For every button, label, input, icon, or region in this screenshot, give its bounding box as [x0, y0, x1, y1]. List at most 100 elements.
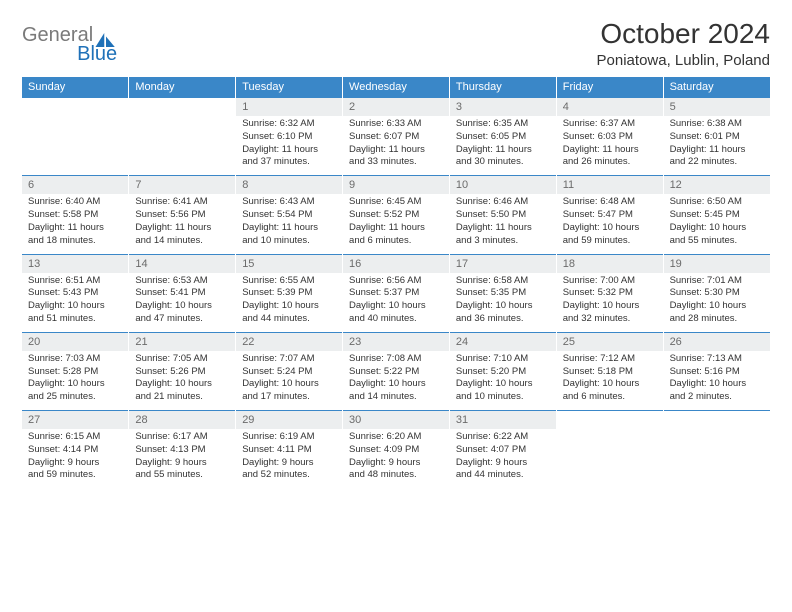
daylight-text: and 26 minutes.: [563, 156, 657, 169]
sunrise-text: Sunrise: 7:03 AM: [28, 353, 122, 366]
day-number: 13: [22, 254, 129, 273]
sunset-text: Sunset: 4:09 PM: [349, 444, 443, 457]
day-cell: Sunrise: 6:38 AMSunset: 6:01 PMDaylight:…: [663, 116, 770, 176]
day-number: [129, 98, 236, 117]
sunset-text: Sunset: 5:37 PM: [349, 287, 443, 300]
day-number: [22, 98, 129, 117]
day-cell: Sunrise: 6:50 AMSunset: 5:45 PMDaylight:…: [663, 194, 770, 254]
day-cell: Sunrise: 7:05 AMSunset: 5:26 PMDaylight:…: [129, 351, 236, 411]
day-cell: Sunrise: 7:00 AMSunset: 5:32 PMDaylight:…: [556, 273, 663, 333]
daylight-text: and 6 minutes.: [349, 235, 443, 248]
sunset-text: Sunset: 6:10 PM: [242, 131, 336, 144]
sunset-text: Sunset: 5:45 PM: [670, 209, 764, 222]
daylight-text: Daylight: 11 hours: [349, 222, 443, 235]
sunset-text: Sunset: 5:52 PM: [349, 209, 443, 222]
content-row: Sunrise: 6:51 AMSunset: 5:43 PMDaylight:…: [22, 273, 770, 333]
sunrise-text: Sunrise: 6:15 AM: [28, 431, 122, 444]
daylight-text: and 44 minutes.: [242, 313, 336, 326]
daylight-text: Daylight: 10 hours: [349, 300, 443, 313]
header: GeneralBlue October 2024 Poniatowa, Lubl…: [22, 18, 770, 69]
day-cell: Sunrise: 7:01 AMSunset: 5:30 PMDaylight:…: [663, 273, 770, 333]
sunset-text: Sunset: 5:32 PM: [563, 287, 657, 300]
sunrise-text: Sunrise: 7:07 AM: [242, 353, 336, 366]
content-row: Sunrise: 7:03 AMSunset: 5:28 PM Daylight:…: [22, 351, 770, 411]
daynum-row: 13141516171819: [22, 254, 770, 273]
sunset-text: Sunset: 5:47 PM: [563, 209, 657, 222]
day-number: 29: [236, 411, 343, 430]
weekday-header-row: Sunday Monday Tuesday Wednesday Thursday…: [22, 77, 770, 98]
daylight-text: Daylight: 11 hours: [563, 144, 657, 157]
daylight-text: Daylight: 9 hours: [456, 457, 550, 470]
daylight-text: and 47 minutes.: [135, 313, 229, 326]
sunrise-text: Sunrise: 6:40 AM: [28, 196, 122, 209]
sunset-text: Sunset: 4:11 PM: [242, 444, 336, 457]
day-cell: Sunrise: 7:07 AMSunset: 5:24 PMDaylight:…: [236, 351, 343, 411]
daylight-text: and 52 minutes.: [242, 469, 336, 482]
sunrise-text: Sunrise: 6:37 AM: [563, 118, 657, 131]
daylight-text: Daylight: 10 hours: [563, 378, 657, 391]
daylight-text: and 37 minutes.: [242, 156, 336, 169]
daylight-text: and 3 minutes.: [456, 235, 550, 248]
day-number: 18: [556, 254, 663, 273]
daylight-text: and 10 minutes.: [456, 391, 550, 404]
day-number: 23: [343, 332, 450, 351]
sunset-text: Sunset: 5:20 PM: [456, 366, 550, 379]
sunset-text: Sunset: 6:01 PM: [670, 131, 764, 144]
day-number: 28: [129, 411, 236, 430]
day-number: 19: [663, 254, 770, 273]
daylight-text: Daylight: 10 hours: [135, 300, 229, 313]
daylight-text: Daylight: 10 hours: [349, 378, 443, 391]
day-cell: Sunrise: 6:56 AMSunset: 5:37 PMDaylight:…: [343, 273, 450, 333]
daylight-text: Daylight: 10 hours: [242, 300, 336, 313]
day-cell: [663, 429, 770, 488]
day-number: 9: [343, 176, 450, 195]
day-number: 6: [22, 176, 129, 195]
day-number: 31: [449, 411, 556, 430]
day-cell: Sunrise: 6:58 AMSunset: 5:35 PMDaylight:…: [449, 273, 556, 333]
day-cell: Sunrise: 7:08 AMSunset: 5:22 PMDaylight:…: [343, 351, 450, 411]
day-number: 17: [449, 254, 556, 273]
day-number: 14: [129, 254, 236, 273]
daylight-text: and 55 minutes.: [670, 235, 764, 248]
day-cell: Sunrise: 6:17 AMSunset: 4:13 PMDaylight:…: [129, 429, 236, 488]
daylight-text: Daylight: 11 hours: [135, 222, 229, 235]
daylight-text: and 25 minutes.: [28, 391, 122, 404]
day-number: 20: [22, 332, 129, 351]
day-number: 21: [129, 332, 236, 351]
sunset-text: Sunset: 5:35 PM: [456, 287, 550, 300]
daylight-text: Daylight: 11 hours: [670, 144, 764, 157]
daylight-text: Daylight: 11 hours: [242, 222, 336, 235]
daylight-text: Daylight: 10 hours: [135, 378, 229, 391]
sunrise-text: Sunrise: 6:50 AM: [670, 196, 764, 209]
day-cell: Sunrise: 6:40 AMSunset: 5:58 PMDaylight:…: [22, 194, 129, 254]
sunset-text: Sunset: 5:28 PM: [28, 366, 122, 379]
day-number: 5: [663, 98, 770, 117]
daylight-text: and 14 minutes.: [135, 235, 229, 248]
daylight-text: and 33 minutes.: [349, 156, 443, 169]
daylight-text: and 22 minutes.: [670, 156, 764, 169]
day-number: 15: [236, 254, 343, 273]
location-label: Poniatowa, Lublin, Poland: [597, 52, 770, 69]
calendar-table: Sunday Monday Tuesday Wednesday Thursday…: [22, 77, 770, 488]
daylight-text: and 6 minutes.: [563, 391, 657, 404]
daylight-text: Daylight: 9 hours: [242, 457, 336, 470]
sunrise-text: Sunrise: 7:10 AM: [456, 353, 550, 366]
day-cell: Sunrise: 6:55 AMSunset: 5:39 PMDaylight:…: [236, 273, 343, 333]
daylight-text: and 21 minutes.: [135, 391, 229, 404]
day-cell: Sunrise: 6:35 AMSunset: 6:05 PMDaylight:…: [449, 116, 556, 176]
daylight-text: and 28 minutes.: [670, 313, 764, 326]
day-cell: Sunrise: 6:22 AMSunset: 4:07 PMDaylight:…: [449, 429, 556, 488]
daylight-text: Daylight: 10 hours: [28, 300, 122, 313]
daylight-text: Daylight: 10 hours: [456, 378, 550, 391]
sunset-text: Sunset: 5:16 PM: [670, 366, 764, 379]
daylight-text: Daylight: 11 hours: [456, 222, 550, 235]
weekday-header: Sunday: [22, 77, 129, 98]
sunset-text: Sunset: 5:24 PM: [242, 366, 336, 379]
daylight-text: and 51 minutes.: [28, 313, 122, 326]
daylight-text: and 59 minutes.: [563, 235, 657, 248]
sunrise-text: Sunrise: 7:13 AM: [670, 353, 764, 366]
daylight-text: and 14 minutes.: [349, 391, 443, 404]
sunrise-text: Sunrise: 6:38 AM: [670, 118, 764, 131]
day-number: 25: [556, 332, 663, 351]
daylight-text: Daylight: 11 hours: [349, 144, 443, 157]
